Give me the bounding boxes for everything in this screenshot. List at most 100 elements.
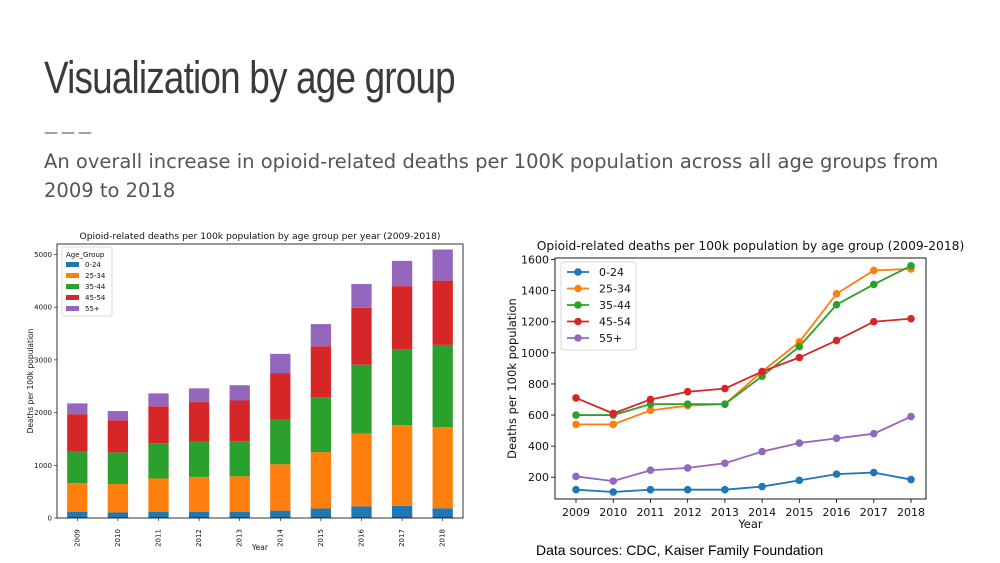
bar-segment-45-54-2015 [310, 346, 332, 398]
line-x-tick-label: 2015 [785, 506, 813, 519]
line-y-tick-label: 1000 [521, 347, 549, 360]
bar-segment-45-54-2018 [432, 280, 453, 345]
line-x-tick-label: 2011 [636, 506, 664, 519]
bar-x-tick-label: 2016 [358, 529, 366, 547]
line-legend-label-35-44: 35-44 [599, 299, 631, 312]
line-point-0-24-2016 [832, 470, 841, 478]
bar-legend-swatch-0-24 [66, 262, 79, 267]
bar-x-axis-label: Year [251, 543, 269, 552]
title-rule: ——— [44, 125, 95, 141]
line-y-axis-label: Deaths per 100k population [505, 298, 519, 459]
slide-title: Visualization by age group [44, 52, 456, 103]
line-point-0-24-2018 [907, 475, 915, 484]
bar-segment-55+-2017 [391, 260, 413, 287]
bar-segment-45-54-2013 [229, 400, 250, 442]
bar-segment-25-34-2009 [67, 483, 88, 512]
bar-legend-label-25-34: 25-34 [85, 272, 106, 280]
bar-segment-55+-2015 [310, 324, 332, 347]
bar-segment-25-34-2016 [351, 433, 372, 507]
line-point-45-54-2011 [646, 395, 655, 404]
bar-segment-35-44-2014 [270, 419, 291, 465]
line-point-55+-2010 [609, 477, 618, 485]
bar-segment-45-54-2017 [391, 286, 413, 350]
line-legend-marker-35-44 [574, 301, 582, 309]
line-series-55+ [575, 415, 912, 483]
line-point-45-54-2018 [907, 314, 915, 323]
bar-segment-55+-2012 [188, 388, 210, 403]
bar-segment-45-54-2011 [148, 406, 169, 444]
bar-segment-0-24-2015 [310, 508, 332, 518]
line-series-0-24 [575, 471, 912, 493]
line-plot-frame [554, 257, 927, 500]
bar-y-tick-label: 4000 [34, 304, 52, 312]
line-point-0-24-2017 [869, 468, 878, 477]
bar-x-tick-label: 2018 [439, 529, 447, 547]
line-point-35-44-2013 [721, 400, 729, 408]
bar-segment-35-44-2016 [351, 364, 372, 434]
line-x-axis-label: Year [737, 517, 763, 531]
line-legend-marker-55+ [574, 334, 582, 342]
bar-segment-35-44-2009 [67, 451, 88, 484]
line-point-25-34-2009 [572, 420, 580, 429]
line-point-0-24-2014 [758, 482, 766, 491]
bar-segment-35-44-2018 [432, 344, 453, 428]
line-point-0-24-2009 [572, 485, 580, 494]
bar-plot-frame [56, 243, 464, 519]
bar-segment-45-54-2016 [351, 307, 372, 365]
bar-segment-0-24-2018 [432, 508, 453, 518]
line-point-45-54-2012 [683, 387, 692, 396]
line-y-tick-label: 200 [528, 471, 549, 484]
line-point-45-54-2013 [721, 384, 729, 393]
bar-x-tick-label: 2013 [236, 529, 244, 547]
bar-segment-25-34-2017 [391, 425, 413, 506]
line-point-25-34-2017 [869, 266, 878, 275]
line-point-25-34-2016 [832, 289, 841, 298]
bar-segment-0-24-2009 [67, 511, 88, 518]
line-legend-marker-25-34 [574, 284, 582, 293]
bar-legend-label-45-54: 45-54 [85, 294, 106, 302]
line-chart: Opioid-related deaths per 100k populatio… [505, 239, 965, 531]
line-chart-title: Opioid-related deaths per 100k populatio… [537, 239, 965, 253]
bar-legend-swatch-35-44 [66, 284, 79, 289]
line-y-tick-label: 1200 [521, 316, 549, 329]
bar-x-tick-label: 2010 [114, 529, 122, 547]
line-series-45-54 [575, 317, 912, 415]
line-y-tick-label: 600 [528, 409, 549, 422]
line-point-0-24-2011 [646, 485, 655, 494]
line-point-55+-2011 [646, 466, 655, 475]
line-legend-box [560, 261, 637, 351]
line-legend-label-55+: 55+ [599, 332, 622, 345]
bar-segment-25-34-2015 [310, 452, 332, 509]
line-point-45-54-2016 [832, 336, 841, 345]
stacked-bar-chart: Opioid-related deaths per 100k populatio… [26, 231, 464, 552]
line-point-55+-2009 [572, 472, 580, 481]
bar-legend-title: Age_Group [66, 251, 105, 259]
line-point-0-24-2012 [683, 485, 692, 494]
bar-legend: Age_Group 0-24 25-34 35-44 45-54 55+ [61, 246, 113, 317]
line-point-0-24-2013 [721, 485, 729, 494]
line-point-55+-2016 [832, 434, 841, 443]
bar-y-tick-label: 0 [48, 515, 52, 523]
line-x-tick-label: 2014 [748, 506, 776, 519]
bar-legend-label-0-24: 0-24 [85, 261, 101, 269]
bar-segment-25-34-2013 [229, 476, 250, 512]
line-x-tick-label: 2016 [823, 506, 851, 519]
bar-segment-55+-2010 [107, 411, 129, 421]
bar-x-tick-label: 2012 [195, 529, 203, 547]
bar-legend-label-55+: 55+ [85, 305, 100, 313]
bar-segment-55+-2009 [67, 403, 88, 415]
bar-x-tick-label: 2009 [73, 529, 81, 547]
line-y-tick-label: 1600 [521, 254, 549, 267]
bar-segment-25-34-2010 [107, 484, 129, 513]
bar-y-tick-label: 1000 [34, 462, 52, 470]
bar-segment-25-34-2012 [188, 476, 210, 512]
line-point-25-34-2010 [609, 420, 618, 429]
bar-legend-swatch-55+ [66, 306, 79, 311]
line-legend-label-45-54: 45-54 [599, 316, 631, 329]
line-y-tick-label: 800 [528, 378, 549, 391]
slide-subtitle: An overall increase in opioid-related de… [44, 150, 939, 202]
bar-x-tick-label: 2014 [276, 529, 284, 547]
line-point-35-44-2018 [907, 261, 915, 270]
line-point-35-44-2012 [683, 400, 692, 408]
line-series-25-34 [576, 267, 912, 426]
